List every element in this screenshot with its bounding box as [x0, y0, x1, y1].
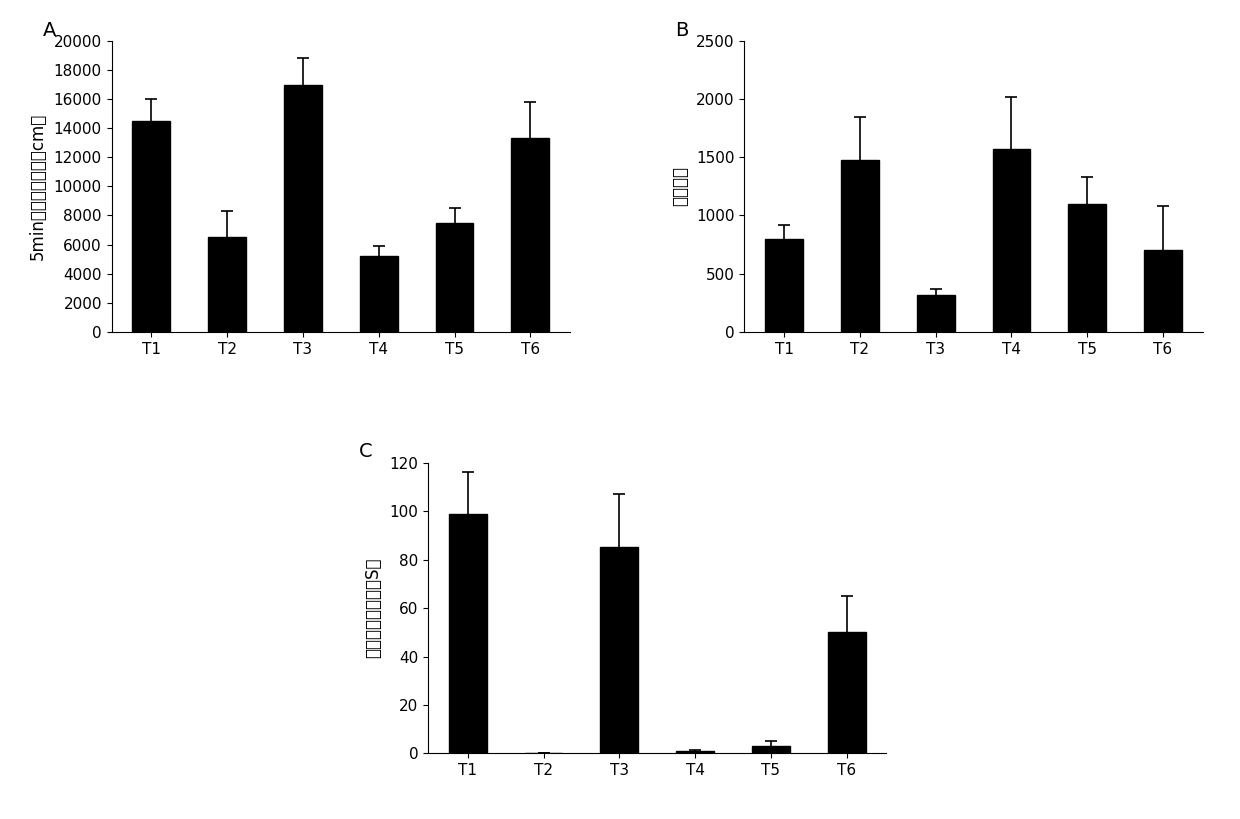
Y-axis label: 在上层停留时间（S）: 在上层停留时间（S） [365, 558, 382, 658]
Y-axis label: 5min内总运动距离（cm）: 5min内总运动距离（cm） [29, 113, 47, 260]
Text: C: C [360, 442, 373, 461]
Bar [600, 547, 639, 753]
Bar [1069, 204, 1106, 332]
Bar [676, 751, 714, 753]
Bar [765, 238, 804, 332]
Text: B: B [676, 20, 689, 39]
Bar [133, 121, 170, 332]
Bar [751, 746, 790, 753]
Bar [284, 84, 322, 332]
Bar [435, 223, 474, 332]
Y-axis label: 水滴频率: 水滴频率 [671, 166, 689, 206]
Bar [449, 514, 486, 753]
Bar [208, 238, 246, 332]
Text: A: A [43, 20, 56, 39]
Bar [916, 295, 955, 332]
Bar [360, 256, 398, 332]
Bar [992, 149, 1030, 332]
Bar [841, 160, 879, 332]
Bar [1145, 251, 1182, 332]
Bar [511, 138, 549, 332]
Bar [828, 632, 866, 753]
